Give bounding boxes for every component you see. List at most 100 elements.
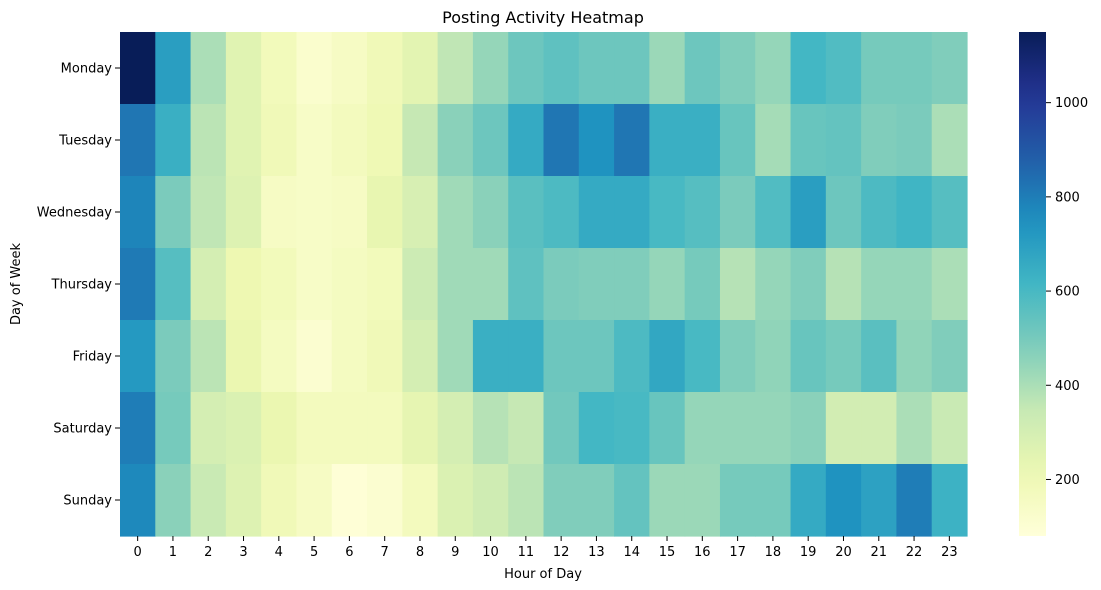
heatmap-cell xyxy=(472,104,509,177)
x-tick-label: 2 xyxy=(204,545,212,560)
heatmap-cell xyxy=(331,176,368,249)
x-tick-label: 19 xyxy=(800,545,817,560)
heatmap-cell xyxy=(261,464,298,537)
x-tick-label: 10 xyxy=(482,545,499,560)
colorbar-tick-label: 400 xyxy=(1055,379,1080,394)
heatmap-cell xyxy=(755,176,792,249)
heatmap-cell xyxy=(190,32,227,105)
heatmap-cell xyxy=(825,248,862,321)
heatmap-cell xyxy=(543,104,580,177)
heatmap-cell xyxy=(296,248,333,321)
heatmap-cell xyxy=(437,248,474,321)
heatmap-cell xyxy=(120,176,156,249)
heatmap-cell xyxy=(578,176,615,249)
x-tick-label: 14 xyxy=(623,545,640,560)
heatmap-cell xyxy=(861,104,898,177)
heatmap-cell xyxy=(861,176,898,249)
heatmap-cell xyxy=(790,248,827,321)
heatmap-cell xyxy=(543,176,580,249)
heatmap-cell xyxy=(684,176,721,249)
heatmap-cell xyxy=(331,104,368,177)
heatmap-cell xyxy=(261,320,298,393)
heatmap-cell xyxy=(896,320,933,393)
heatmap-cell xyxy=(120,32,156,105)
heatmap-cell xyxy=(861,32,898,105)
heatmap-cell xyxy=(155,32,192,105)
heatmap-cell xyxy=(543,392,580,465)
heatmap-cell xyxy=(614,32,650,105)
heatmap-cell xyxy=(331,320,368,393)
heatmap-cell xyxy=(155,104,192,177)
x-tick-label: 22 xyxy=(906,545,923,560)
heatmap-cell xyxy=(649,32,686,105)
heatmap-cell xyxy=(296,464,333,537)
heatmap-cell xyxy=(155,392,192,465)
x-tick-label: 6 xyxy=(345,545,353,560)
heatmap-cell xyxy=(296,32,333,105)
heatmap-cell xyxy=(790,464,827,537)
heatmap-cell xyxy=(437,176,474,249)
heatmap-cell xyxy=(437,32,474,105)
heatmap-cell xyxy=(543,320,580,393)
heatmap-cell xyxy=(508,464,545,537)
heatmap-cell xyxy=(331,32,368,105)
x-tick-label: 7 xyxy=(381,545,389,560)
heatmap-cell xyxy=(543,464,580,537)
heatmap-cell xyxy=(931,32,968,105)
heatmap-cell xyxy=(543,248,580,321)
heatmap-cell xyxy=(367,104,403,177)
heatmap-cell xyxy=(508,248,545,321)
heatmap-cell xyxy=(931,104,968,177)
heatmap-cell xyxy=(578,464,615,537)
heatmap-cell xyxy=(543,32,580,105)
heatmap-cell xyxy=(931,320,968,393)
heatmap-cell xyxy=(896,176,933,249)
heatmap-cell xyxy=(790,32,827,105)
heatmap-cell xyxy=(825,464,862,537)
x-tick-label: 13 xyxy=(588,545,605,560)
heatmap-cell xyxy=(155,320,192,393)
x-tick-label: 4 xyxy=(275,545,283,560)
heatmap-cell xyxy=(225,248,262,321)
heatmap-cell xyxy=(190,104,227,177)
heatmap-cell xyxy=(719,320,756,393)
heatmap-cell xyxy=(755,32,792,105)
heatmap-cell xyxy=(684,392,721,465)
heatmap-cell xyxy=(578,392,615,465)
heatmap-cell xyxy=(719,392,756,465)
x-axis-label: Hour of Day xyxy=(504,567,582,582)
heatmap-cell xyxy=(120,320,156,393)
heatmap-cell xyxy=(120,248,156,321)
y-tick-label: Sunday xyxy=(63,494,112,509)
heatmap-cell xyxy=(261,176,298,249)
heatmap-cell xyxy=(861,464,898,537)
heatmap-cell xyxy=(896,32,933,105)
y-axis-ticks: Monday Tuesday Wednesday Thursday Friday Satu… xyxy=(37,62,120,509)
heatmap-cell xyxy=(649,464,686,537)
heatmap-cell xyxy=(296,320,333,393)
x-tick-label: 15 xyxy=(659,545,676,560)
heatmap-cell xyxy=(614,104,650,177)
heatmap-cell xyxy=(508,104,545,177)
x-tick-label: 21 xyxy=(870,545,887,560)
heatmap-cell xyxy=(225,392,262,465)
heatmap-cell xyxy=(225,32,262,105)
heatmap-cell xyxy=(790,320,827,393)
y-tick-label: Monday xyxy=(61,62,113,77)
chart-title: Posting Activity Heatmap xyxy=(442,8,644,27)
heatmap-cell xyxy=(790,176,827,249)
colorbar-tick-label: 200 xyxy=(1055,473,1080,488)
x-tick-label: 17 xyxy=(729,545,746,560)
heatmap-cell xyxy=(190,392,227,465)
heatmap-cell xyxy=(896,464,933,537)
heatmap-cell xyxy=(614,320,650,393)
heatmap-cell xyxy=(719,32,756,105)
heatmap-cell xyxy=(508,392,545,465)
heatmap-cell xyxy=(649,248,686,321)
heatmap-cell xyxy=(719,248,756,321)
heatmap-cell xyxy=(684,464,721,537)
heatmap-cell xyxy=(578,104,615,177)
heatmap-cell xyxy=(614,248,650,321)
x-tick-label: 3 xyxy=(239,545,247,560)
heatmap-cell xyxy=(614,464,650,537)
